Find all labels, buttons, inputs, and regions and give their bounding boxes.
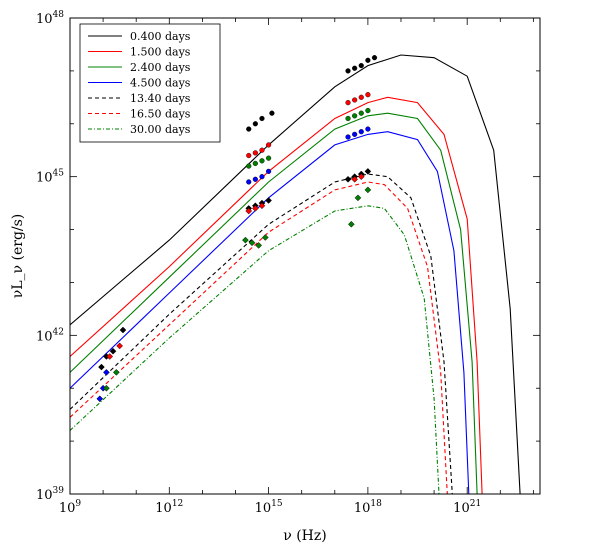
data-point: [347, 220, 355, 228]
data-point: [259, 158, 265, 164]
data-point: [354, 194, 362, 202]
data-point: [365, 107, 371, 114]
series-line-5: [70, 173, 453, 494]
data-point: [245, 207, 253, 215]
x-tick-label: 109: [59, 499, 82, 516]
data-point: [364, 186, 372, 194]
data-point: [364, 168, 372, 175]
radio-data-point: [103, 384, 110, 392]
data-point: [246, 163, 252, 169]
x-tick-label: 1018: [354, 499, 382, 516]
data-point: [259, 115, 265, 122]
data-point: [365, 92, 371, 98]
legend-label-7: 30.00 days: [130, 123, 191, 136]
x-tick-label: 1012: [155, 499, 183, 516]
legend-label-3: 2.400 days: [130, 61, 191, 74]
y-tick-label: 1045: [36, 169, 64, 186]
series-line-6: [70, 181, 448, 494]
data-point: [352, 97, 358, 103]
data-point: [259, 147, 265, 153]
series-line-7: [70, 205, 440, 494]
series-line-2: [70, 96, 483, 494]
data-point: [352, 131, 358, 137]
data-point: [365, 126, 371, 132]
data-point: [357, 173, 365, 181]
legend: 0.400 days 1.500 days 2.400 days 4.500 days…: [79, 23, 221, 143]
data-point: [352, 65, 358, 71]
points-layer: [96, 55, 378, 403]
data-point: [251, 205, 259, 212]
data-point: [252, 160, 258, 167]
data-point: [352, 113, 358, 119]
radio-data-point: [109, 347, 117, 355]
data-point: [371, 55, 378, 61]
data-point: [345, 68, 351, 74]
x-tick-label: 1015: [255, 499, 283, 516]
radio-data-point: [112, 369, 120, 376]
y-tick-label: 1042: [36, 327, 64, 344]
data-point: [246, 152, 252, 159]
data-point: [255, 242, 263, 249]
data-point: [259, 174, 265, 180]
x-tick-label: 1021: [453, 499, 481, 516]
data-point: [345, 115, 351, 122]
legend-label-5: 13.40 days: [130, 92, 191, 105]
data-point: [265, 197, 272, 204]
data-point: [345, 100, 351, 106]
y-tick-label: 1048: [36, 10, 64, 27]
data-point: [252, 121, 258, 127]
data-point: [265, 142, 272, 148]
data-point: [265, 168, 272, 174]
data-point: [358, 110, 364, 116]
data-point: [265, 155, 272, 161]
series-line-4: [70, 131, 470, 494]
data-point: [358, 94, 364, 100]
radio-data-point: [119, 326, 127, 334]
data-point: [351, 175, 359, 183]
radio-data-point: [96, 395, 104, 403]
data-point: [344, 175, 352, 183]
radio-data-point: [106, 353, 114, 360]
data-point: [248, 239, 256, 247]
data-point: [261, 234, 269, 241]
radio-data-point: [116, 342, 124, 350]
legend-label-1: 0.400 days: [130, 30, 191, 43]
series-layer: [70, 54, 521, 494]
data-point: [345, 134, 351, 140]
data-point: [269, 110, 275, 116]
data-point: [365, 57, 371, 63]
y-tick-label: 1039: [36, 486, 64, 503]
radio-data-point: [98, 363, 105, 371]
legend-entries: 0.400 days 1.500 days 2.400 days 4.500 days…: [88, 30, 191, 136]
data-point: [358, 62, 364, 69]
series-line-1: [70, 54, 521, 494]
x-axis-label: ν (Hz): [283, 528, 326, 544]
plot-frame: [69, 17, 541, 495]
data-point: [246, 126, 252, 132]
data-point: [258, 202, 266, 210]
radio-data-point: [103, 369, 110, 376]
y-axis-label: νL_ν (erg/s): [10, 214, 26, 299]
legend-label-4: 4.500 days: [130, 77, 191, 90]
data-point: [252, 176, 258, 182]
data-point: [242, 236, 249, 244]
ticks-layer: 109 1012 1015 1018 1021 1039 1042 1045 1048: [36, 10, 540, 516]
data-point: [246, 179, 252, 185]
legend-label-2: 1.500 days: [130, 46, 191, 59]
series-line-3: [70, 112, 478, 494]
legend-label-6: 16.50 days: [130, 108, 191, 121]
data-point: [358, 129, 364, 135]
data-point: [252, 150, 258, 156]
